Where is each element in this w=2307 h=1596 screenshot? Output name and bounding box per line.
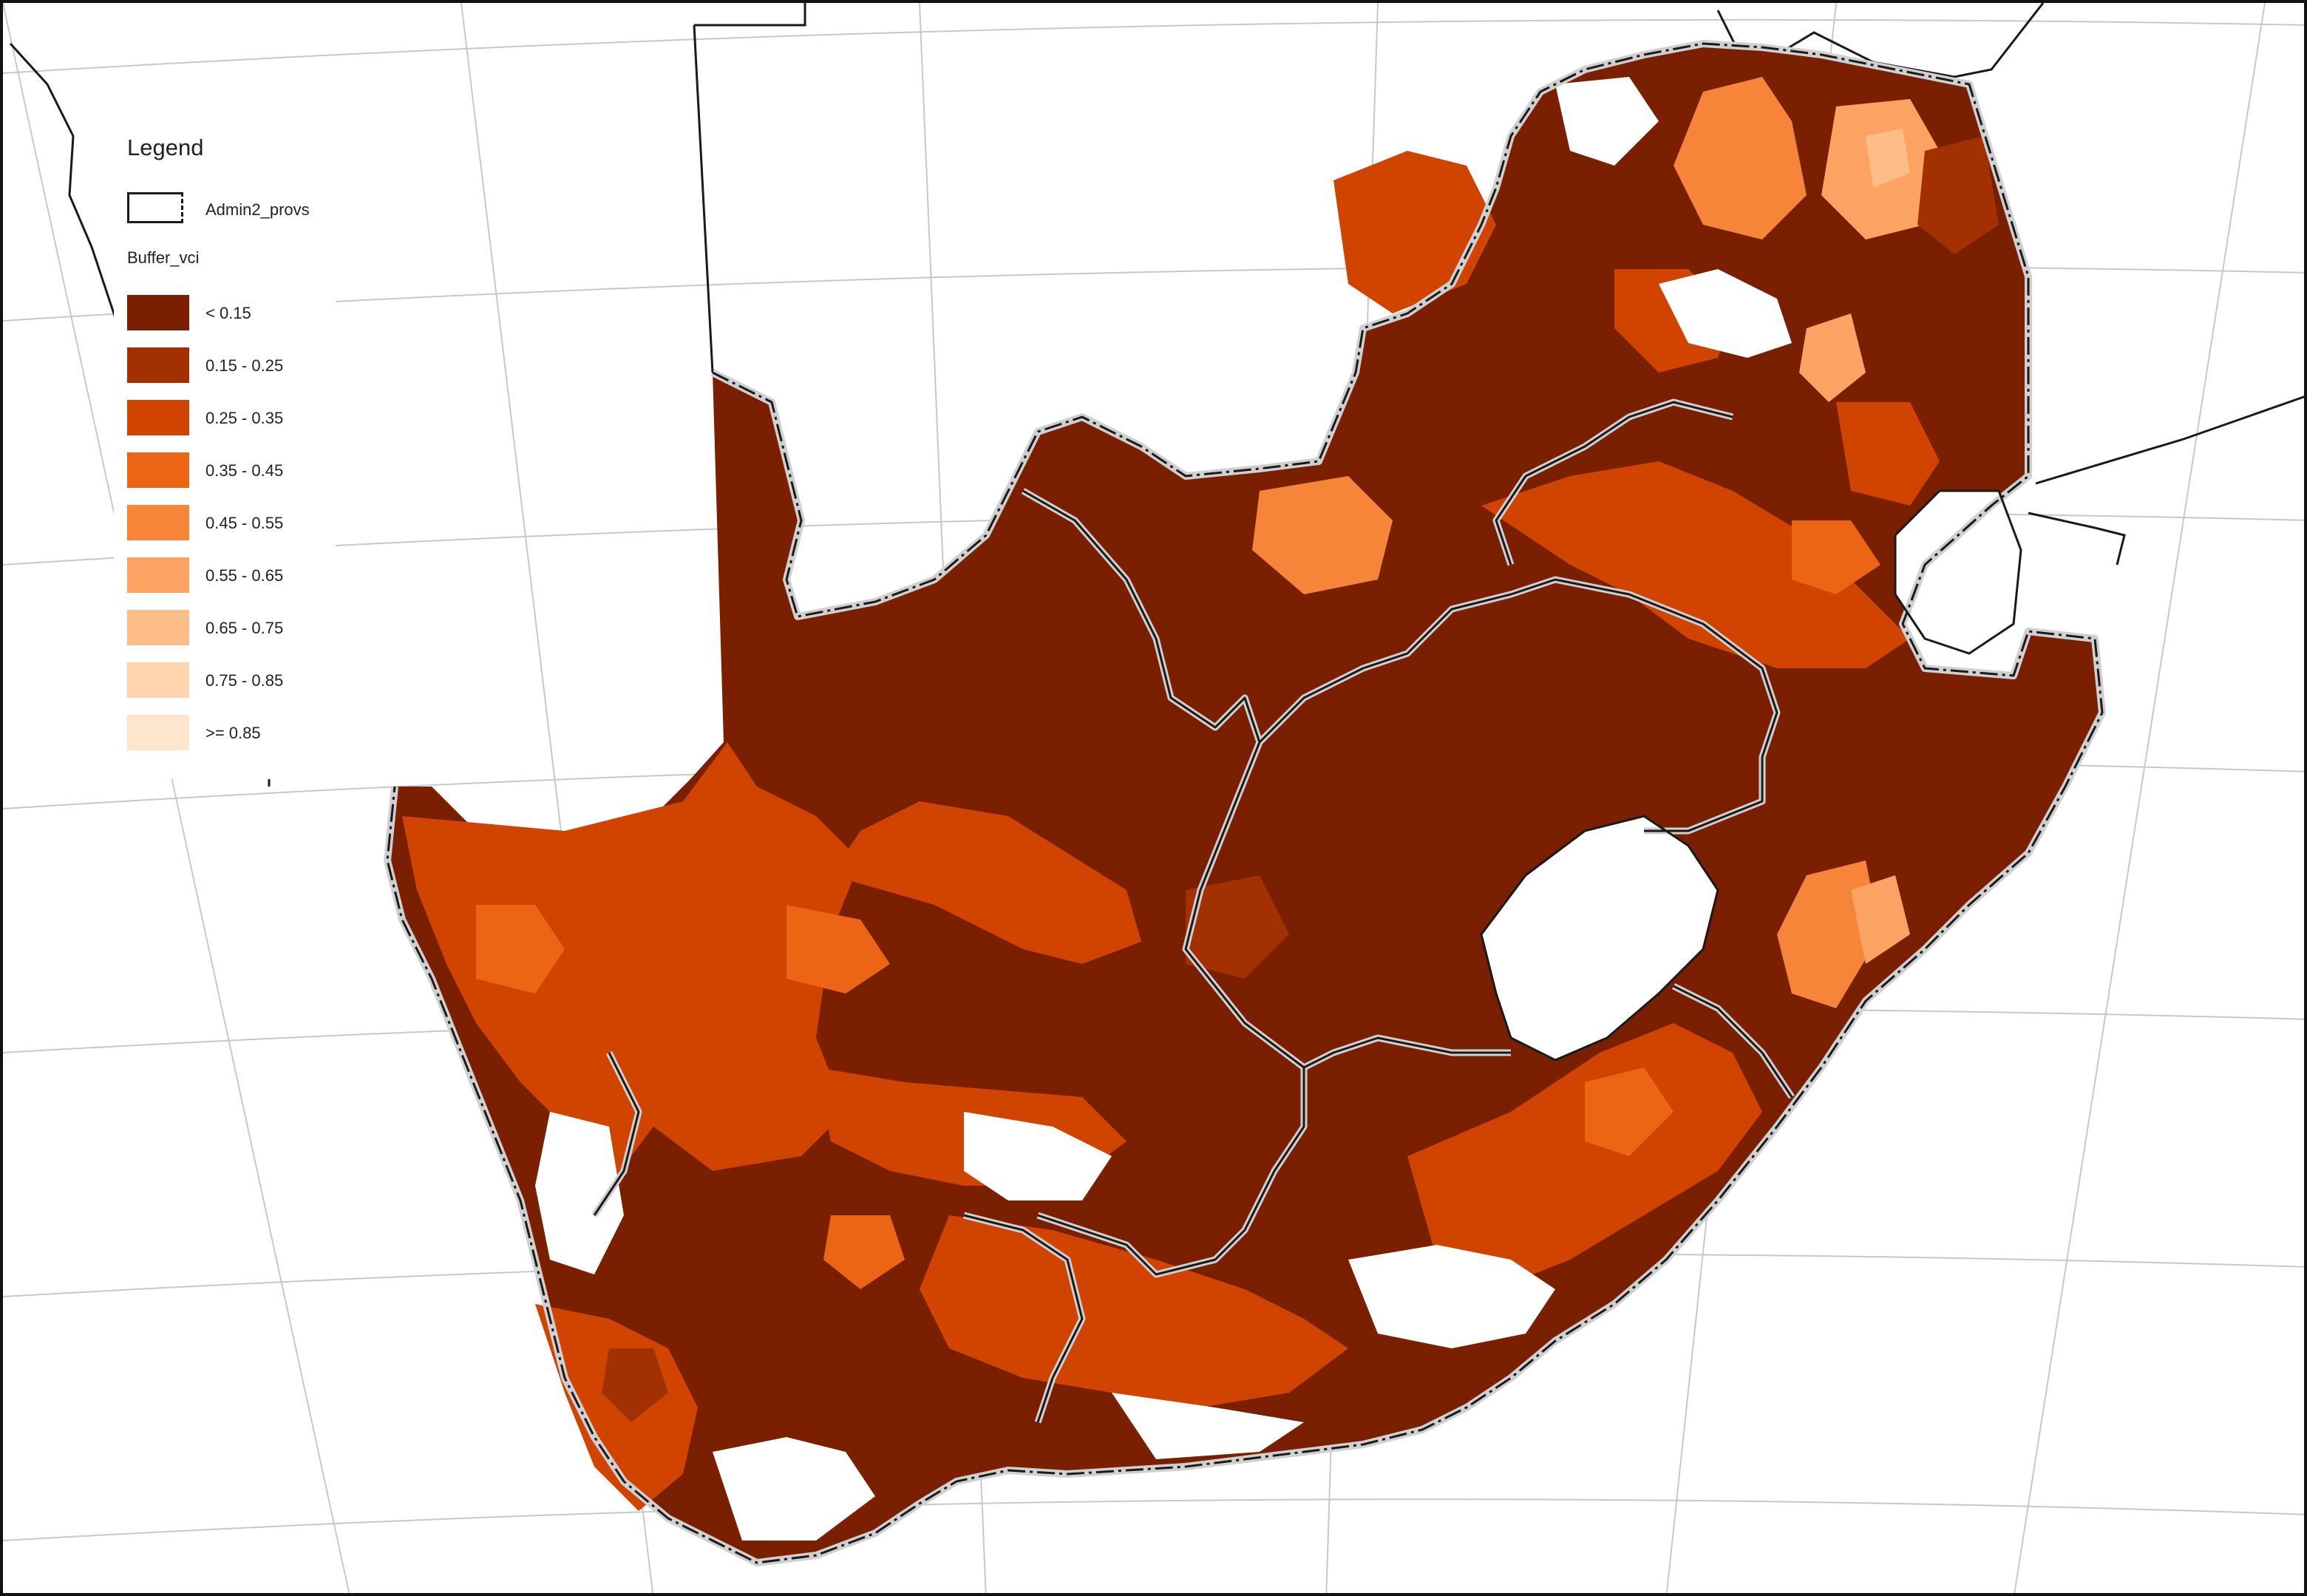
vci-patch: [1674, 77, 1807, 240]
admin-boundary-swatch: [127, 192, 183, 223]
lesotho-enclave: [1481, 816, 1718, 1060]
vci-patch: [786, 905, 890, 994]
province-boundary: [1258, 578, 1778, 832]
no-data-patch: [1348, 1245, 1555, 1348]
legend-class-swatch: [127, 505, 189, 540]
legend-class-label: 0.65 - 0.75: [205, 619, 284, 637]
class-015-025: [602, 136, 1999, 1422]
legend-class-row: >= 0.85: [127, 715, 334, 752]
vci-patch: [1836, 402, 1940, 506]
vci-patch: [1866, 129, 1910, 188]
legend-class-row: 0.75 - 0.85: [127, 662, 334, 699]
province-boundary: [593, 1052, 640, 1216]
neighbour-boundary-mozambique-east: [2035, 395, 2304, 485]
legend-class-label: 0.75 - 0.85: [205, 671, 284, 690]
legend-class-row: 0.55 - 0.65: [127, 557, 334, 594]
eswatini-boundary: [1894, 489, 2022, 655]
vci-layer-title: Buffer_vci: [127, 248, 200, 267]
legend-class-row: < 0.15: [127, 295, 334, 332]
class-035-045: [476, 520, 1880, 1289]
legend-class-row: 0.35 - 0.45: [127, 452, 334, 489]
vci-patch: [831, 801, 1141, 964]
legend-class-label: 0.35 - 0.45: [205, 461, 284, 480]
map-canvas[interactable]: [3, 3, 2307, 1596]
province-boundary: [1022, 489, 1511, 1069]
vci-patch: [1792, 520, 1880, 594]
vci-patch: [602, 1348, 668, 1422]
legend-title: Legend: [127, 135, 204, 160]
legend-class-row: 0.25 - 0.35: [127, 400, 334, 437]
legend-class-swatch: [127, 347, 189, 383]
admin2-boundaries: [591, 398, 1795, 1424]
vci-raster: [387, 44, 2102, 1563]
vci-patch: [476, 905, 565, 994]
legend-class-label: 0.15 - 0.25: [205, 356, 284, 375]
graticule-line: [3, 1498, 2304, 1541]
legend-class-row: 0.15 - 0.25: [127, 347, 334, 384]
class-065-075: [1866, 129, 1910, 188]
province-boundary: [963, 1214, 1084, 1423]
vci-patch: [1407, 1023, 1762, 1289]
neighbour-boundary-botswana: [694, 3, 806, 27]
legend-class-swatch: [127, 662, 189, 698]
vci-patch: [1585, 1067, 1674, 1156]
lesotho-boundary: [1480, 815, 1719, 1062]
legend-class-swatch: [127, 610, 189, 645]
legend-class-label: < 0.15: [205, 304, 251, 322]
legend-class-swatch: [127, 715, 189, 750]
vci-patch: [1186, 875, 1289, 979]
vci-patch: [402, 742, 860, 1186]
country-outline: [384, 40, 2106, 1566]
legend-class-row: 0.45 - 0.55: [127, 505, 334, 542]
legend-class-swatch: [127, 452, 189, 488]
eswatini-enclave: [1895, 491, 2021, 653]
legend-class-swatch: [127, 400, 189, 435]
province-boundary: [1673, 985, 1793, 1098]
legend-class-label: 0.45 - 0.55: [205, 514, 284, 532]
graticule-line: [2014, 3, 2266, 1593]
no-data-patch: [535, 1112, 624, 1274]
no-data-patch: [964, 1112, 1112, 1201]
no-data-patch: [1112, 1393, 1304, 1459]
vci-patch: [1799, 313, 1866, 402]
no-data-patch: [1659, 269, 1792, 358]
legend-class-swatch: [127, 295, 189, 330]
neighbour-boundary-mozambique: [2028, 512, 2126, 566]
no-data-patch: [713, 1437, 875, 1541]
vci-patch: [823, 1215, 905, 1289]
legend-class-label: >= 0.85: [205, 724, 261, 742]
vci-patch: [1481, 461, 1910, 668]
graticule-line: [3, 3, 350, 1593]
vci-patch: [1851, 875, 1910, 964]
no-data-areas: [535, 77, 2021, 1541]
legend-class-label: 0.55 - 0.65: [205, 566, 284, 585]
no-data-patch: [1555, 77, 1659, 166]
vci-patch: [1252, 476, 1393, 594]
vci-patch: [920, 1215, 1348, 1407]
legend-class-swatch: [127, 557, 189, 593]
legend-panel: Legend Admin2_provs Buffer_vci < 0.15 0.…: [114, 129, 336, 779]
graticule-line: [3, 18, 2304, 74]
vci-patch: [1917, 136, 1999, 254]
neighbour-boundary-botswana-west: [693, 24, 714, 373]
province-boundary: [1037, 1067, 1305, 1276]
legend-class-row: 0.65 - 0.75: [127, 610, 334, 647]
admin-layer-label: Admin2_provs: [205, 200, 310, 219]
legend-class-label: 0.25 - 0.35: [205, 409, 284, 427]
country-boundary: [386, 42, 2104, 1564]
province-boundary: [1495, 401, 1733, 566]
